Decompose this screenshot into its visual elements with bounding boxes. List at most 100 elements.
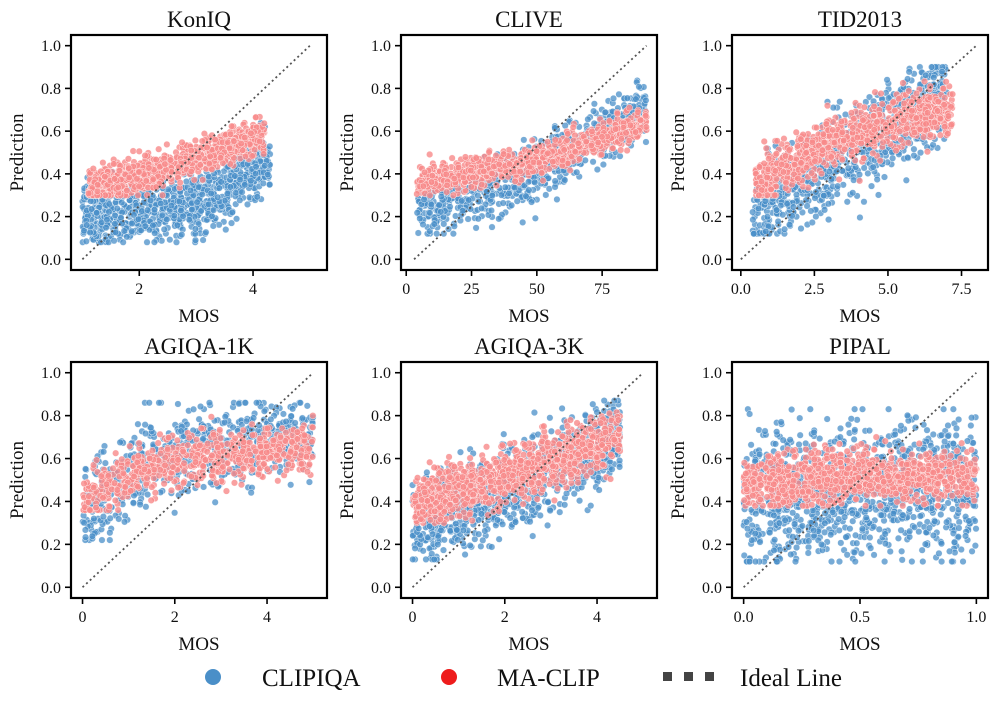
clipiqa-point [779,211,787,219]
clipiqa-point [178,231,186,239]
clipiqa-point [111,220,119,228]
clipiqa-point [553,195,561,203]
maclip-point [426,191,434,199]
clipiqa-point [849,189,857,197]
maclip-point [571,148,579,156]
maclip-point [125,164,133,172]
clipiqa-point [118,199,126,207]
y-tick-label: 0.8 [41,81,61,98]
y-tick-label: 0.4 [371,166,391,183]
maclip-point [642,112,650,120]
maclip-point [191,136,199,144]
y-tick-label: 1.0 [41,38,61,55]
clipiqa-point [844,164,852,172]
maclip-point [920,133,928,141]
clipiqa-point [191,225,199,233]
clipiqa-point [167,202,175,210]
maclip-point [634,108,642,116]
clipiqa-point [172,238,180,246]
clipiqa-point [642,138,650,146]
panel-title: CLIVE [495,7,563,32]
clipiqa-point [83,221,91,229]
maclip-point [905,87,913,95]
clipiqa-point [134,215,142,223]
maclip-point [513,159,521,167]
maclip-point [99,159,107,167]
clipiqa-point [868,182,876,190]
clipiqa-point [195,220,203,228]
clipiqa-point [210,206,218,214]
maclip-point [124,155,132,163]
maclip-point [878,100,886,108]
clipiqa-point [150,238,158,246]
clipiqa-point [850,176,858,184]
maclip-point [467,166,475,174]
clipiqa-point [215,221,223,229]
clipiqa-point [615,90,623,98]
maclip-point [461,153,469,161]
clipiqa-point [236,196,244,204]
clipiqa-point [151,229,159,237]
maclip-point [613,110,621,118]
clipiqa-point [214,193,222,201]
clipiqa-point [623,94,631,102]
clipiqa-point [593,166,601,174]
clipiqa-point [551,183,559,191]
maclip-point [426,150,434,158]
clipiqa-point [749,208,757,216]
clipiqa-point [128,219,136,227]
clipiqa-point [531,178,539,186]
maclip-point [217,154,225,162]
x-axis-label: MOS [178,306,219,327]
maclip-point [450,175,458,183]
x-tick-label: 75 [594,281,610,298]
maclip-point [594,139,602,147]
clipiqa-point [143,206,151,214]
clipiqa-point [419,220,427,228]
clipiqa-point [209,222,217,230]
y-axis-label: Prediction [7,113,28,192]
clipiqa-point [513,197,521,205]
clipiqa-point [266,181,274,189]
maclip-point [129,147,137,155]
clipiqa-point [749,216,757,224]
clipiqa-point [247,177,255,185]
maclip-point [162,166,170,174]
maclip-point [198,137,206,145]
clipiqa-point [843,198,851,206]
clipiqa-point [763,213,771,221]
maclip-point [133,175,141,183]
maclip-point [443,188,451,196]
clipiqa-point [151,206,159,214]
maclip-point [829,118,837,126]
maclip-point [187,147,195,155]
clipiqa-point [197,207,205,215]
maclip-point [797,135,805,143]
clipiqa-point [141,222,149,230]
clipiqa-point [160,225,168,233]
clipiqa-point [157,199,165,207]
maclip-point [413,190,421,198]
maclip-point [241,134,249,142]
maclip-point [637,116,645,124]
clipiqa-point [112,228,120,236]
clipiqa-point [478,204,486,212]
maclip-point [939,85,947,93]
maclip-point [549,158,557,166]
maclip-point [252,113,260,121]
y-axis-label: Prediction [337,113,358,192]
clipiqa-point [774,217,782,225]
maclip-point [617,135,625,143]
maclip-point [544,138,552,146]
clipiqa-point [609,94,617,102]
clipiqa-point [158,211,166,219]
clipiqa-point [113,205,121,213]
clipiqa-point [474,197,482,205]
clipiqa-point [928,63,936,71]
maclip-point [247,129,255,137]
maclip-point [199,176,207,184]
clipiqa-point [584,115,592,123]
clipiqa-point [128,227,136,235]
clipiqa-point [185,216,193,224]
clipiqa-point [459,207,467,215]
